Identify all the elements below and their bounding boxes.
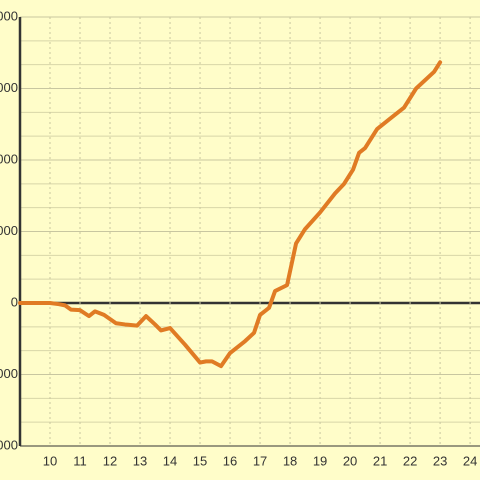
x-tick-label: 16 xyxy=(223,453,237,468)
y-tick-label: 12,000 xyxy=(0,8,18,23)
x-tick-label: 22 xyxy=(403,453,417,468)
x-tick-label: 12 xyxy=(103,453,117,468)
x-tick-label: 20 xyxy=(343,453,357,468)
x-tick-label: 11 xyxy=(73,453,87,468)
x-tick-label: 13 xyxy=(133,453,147,468)
x-tick-label: 18 xyxy=(283,453,297,468)
y-tick-label: 0 xyxy=(11,294,18,309)
x-tick-label: 14 xyxy=(163,453,177,468)
x-tick-label: 21 xyxy=(373,453,387,468)
y-tick-label: -3,000 xyxy=(0,366,18,381)
x-tick-label: 15 xyxy=(193,453,207,468)
x-tick-label: 19 xyxy=(313,453,327,468)
line-series xyxy=(18,60,443,369)
y-tick-label: 9,000 xyxy=(0,80,18,95)
x-tick-label: 17 xyxy=(253,453,267,468)
y-tick-label: 3,000 xyxy=(0,223,18,238)
y-tick-label: 6,000 xyxy=(0,151,18,166)
x-tick-label: 10 xyxy=(43,453,57,468)
x-tick-label: 24 xyxy=(463,453,477,468)
y-tick-label: -6,000 xyxy=(0,437,18,452)
x-tick-label: 23 xyxy=(433,453,447,468)
